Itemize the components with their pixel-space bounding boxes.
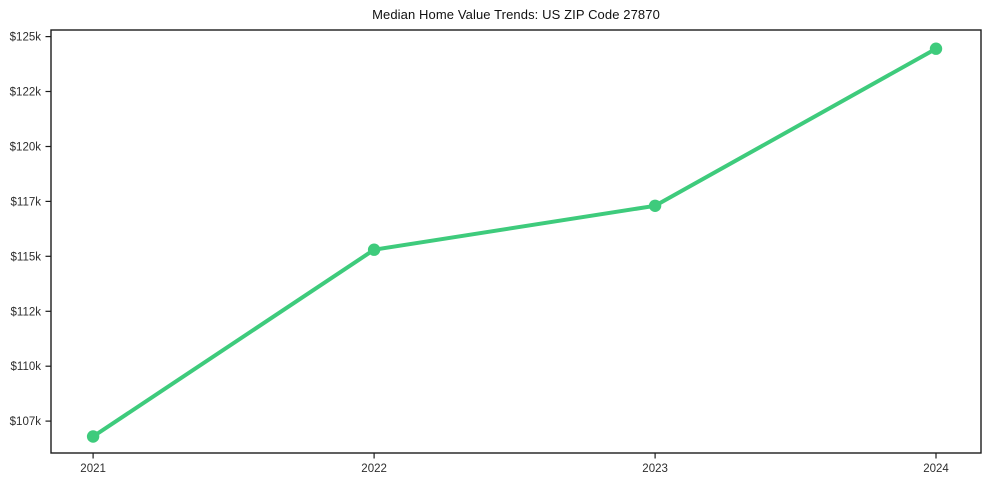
y-tick-label: $117k [11,196,42,208]
x-tick-label: 2022 [361,463,387,475]
data-point-2023 [648,199,662,212]
y-tick-label: $120k [10,142,42,154]
y-tick-label: $125k [10,32,42,44]
plot-frame [50,29,982,454]
y-tick-label: $110k [11,361,42,373]
data-point-2022 [367,243,381,256]
y-tick-label: $112k [11,306,42,318]
data-point-2021 [86,430,100,443]
data-point-2024 [929,42,943,55]
x-tick-label: 2021 [80,463,106,475]
x-tick-label: 2024 [923,463,949,475]
y-tick-label: $122k [10,87,42,99]
y-tick-label: $107k [10,416,42,428]
y-tick-label: $115k [11,251,42,263]
trend-line [91,46,938,439]
x-tick-label: 2023 [642,463,668,475]
chart-title: Median Home Value Trends: US ZIP Code 27… [372,7,660,22]
